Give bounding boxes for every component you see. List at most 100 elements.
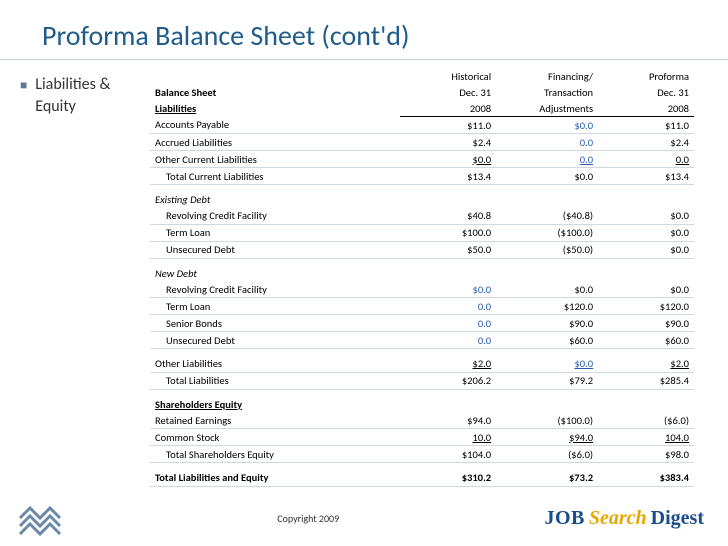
hdr-financing: Financing/: [496, 68, 598, 84]
table-row: Common Stock10.0$94.0104.0: [150, 429, 694, 446]
cell: $2.0: [400, 356, 496, 373]
cell: $2.0: [598, 356, 694, 373]
logo-digest: Digest: [651, 507, 704, 530]
slide-title: Proforma Balance Sheet (cont'd): [0, 0, 728, 60]
cell: $94.0: [496, 429, 598, 446]
cell: $50.0: [400, 241, 496, 258]
hdr-dec31-1: Dec. 31: [400, 84, 496, 100]
bullet-marker-icon: ■: [20, 78, 27, 93]
cell: $40.8: [400, 208, 496, 225]
row-label: Term Loan: [150, 224, 400, 241]
cell: $2.4: [400, 134, 496, 151]
row-label: Total Liabilities and Equity: [150, 470, 400, 487]
table-row: Term Loan0.0$120.0$120.0: [150, 298, 694, 315]
table-container: Historical Financing/ Proforma Balance S…: [150, 68, 728, 487]
cell: 0.0: [400, 298, 496, 315]
table-row: Term Loan$100.0($100.0)$0.0: [150, 224, 694, 241]
cell: $100.0: [400, 224, 496, 241]
hdr-proforma: Proforma: [598, 68, 694, 84]
bullet-item: ■ Liabilities & Equity: [20, 74, 150, 117]
table-row: Revolving Credit Facility$0.0$0.0$0.0: [150, 281, 694, 298]
table-row: [150, 185, 694, 192]
row-label: Revolving Credit Facility: [150, 281, 400, 298]
table-header: Historical Financing/ Proforma Balance S…: [150, 68, 694, 117]
cell: 104.0: [598, 429, 694, 446]
cell: $0.0: [496, 168, 598, 185]
section-label: New Debt: [150, 265, 694, 281]
table-row: Accounts Payable$11.0$0.0$11.0: [150, 117, 694, 134]
cell: $285.4: [598, 372, 694, 389]
hdr-blank: [150, 68, 400, 84]
row-label: Unsecured Debt: [150, 241, 400, 258]
cell: 0.0: [598, 151, 694, 168]
hdr-historical: Historical: [400, 68, 496, 84]
cell: ($6.0): [598, 412, 694, 429]
table-row: [150, 463, 694, 470]
hdr-dec31-2: Dec. 31: [598, 84, 694, 100]
balance-sheet-table: Historical Financing/ Proforma Balance S…: [150, 68, 694, 487]
cell: $0.0: [598, 224, 694, 241]
row-label: Total Liabilities: [150, 372, 400, 389]
content-area: ■ Liabilities & Equity Historical Financ…: [0, 68, 728, 487]
table-row: Total Liabilities and Equity$310.2$73.2$…: [150, 470, 694, 487]
cell: ($100.0): [496, 224, 598, 241]
cell: ($50.0): [496, 241, 598, 258]
cell: $0.0: [496, 117, 598, 134]
section-label: Existing Debt: [150, 192, 694, 208]
cell: $90.0: [496, 315, 598, 332]
logo-job: JOB: [544, 507, 584, 530]
hdr-y2: 2008: [598, 100, 694, 117]
table-row: Existing Debt: [150, 192, 694, 208]
cell: $98.0: [598, 446, 694, 463]
cell: $206.2: [400, 372, 496, 389]
cell: $383.4: [598, 470, 694, 487]
hdr-y1: 2008: [400, 100, 496, 117]
cell: 0.0: [400, 332, 496, 349]
table-row: Other Liabilities$2.0$0.0$2.0: [150, 356, 694, 373]
cell: $0.0: [400, 151, 496, 168]
cell: $0.0: [496, 356, 598, 373]
cell: $60.0: [496, 332, 598, 349]
table-row: Total Liabilities$206.2$79.2$285.4: [150, 372, 694, 389]
table-row: Other Current Liabilities$0.00.00.0: [150, 151, 694, 168]
row-label: Unsecured Debt: [150, 332, 400, 349]
row-label: Total Current Liabilities: [150, 168, 400, 185]
cell: $11.0: [400, 117, 496, 134]
cell: $94.0: [400, 412, 496, 429]
company-logo-icon: [16, 498, 72, 538]
cell: $104.0: [400, 446, 496, 463]
cell: $0.0: [496, 281, 598, 298]
copyright-text: Copyright 2009: [72, 512, 544, 525]
cell: ($100.0): [496, 412, 598, 429]
row-label: Other Current Liabilities: [150, 151, 400, 168]
cell: $13.4: [598, 168, 694, 185]
row-label: Common Stock: [150, 429, 400, 446]
section-header: Shareholders Equity: [150, 396, 694, 412]
cell: 0.0: [496, 151, 598, 168]
row-label: Other Liabilities: [150, 356, 400, 373]
hdr-liabilities: Liabilities: [150, 100, 400, 117]
table-row: New Debt: [150, 265, 694, 281]
cell: $90.0: [598, 315, 694, 332]
cell: $120.0: [496, 298, 598, 315]
row-label: Senior Bonds: [150, 315, 400, 332]
cell: $13.4: [400, 168, 496, 185]
table-row: Unsecured Debt0.0$60.0$60.0: [150, 332, 694, 349]
row-label: Term Loan: [150, 298, 400, 315]
table-row: Retained Earnings$94.0($100.0)($6.0): [150, 412, 694, 429]
cell: ($40.8): [496, 208, 598, 225]
hdr-bs: Balance Sheet: [150, 84, 400, 100]
table-row: [150, 349, 694, 356]
cell: $2.4: [598, 134, 694, 151]
table-row: Senior Bonds0.0$90.0$90.0: [150, 315, 694, 332]
row-label: Revolving Credit Facility: [150, 208, 400, 225]
job-search-digest-logo: JOB Search Digest: [544, 507, 704, 530]
row-label: Accrued Liabilities: [150, 134, 400, 151]
cell: $11.0: [598, 117, 694, 134]
cell: $73.2: [496, 470, 598, 487]
cell: $0.0: [598, 241, 694, 258]
cell: $0.0: [400, 281, 496, 298]
table-row: [150, 389, 694, 396]
cell: $120.0: [598, 298, 694, 315]
table-row: Shareholders Equity: [150, 396, 694, 412]
